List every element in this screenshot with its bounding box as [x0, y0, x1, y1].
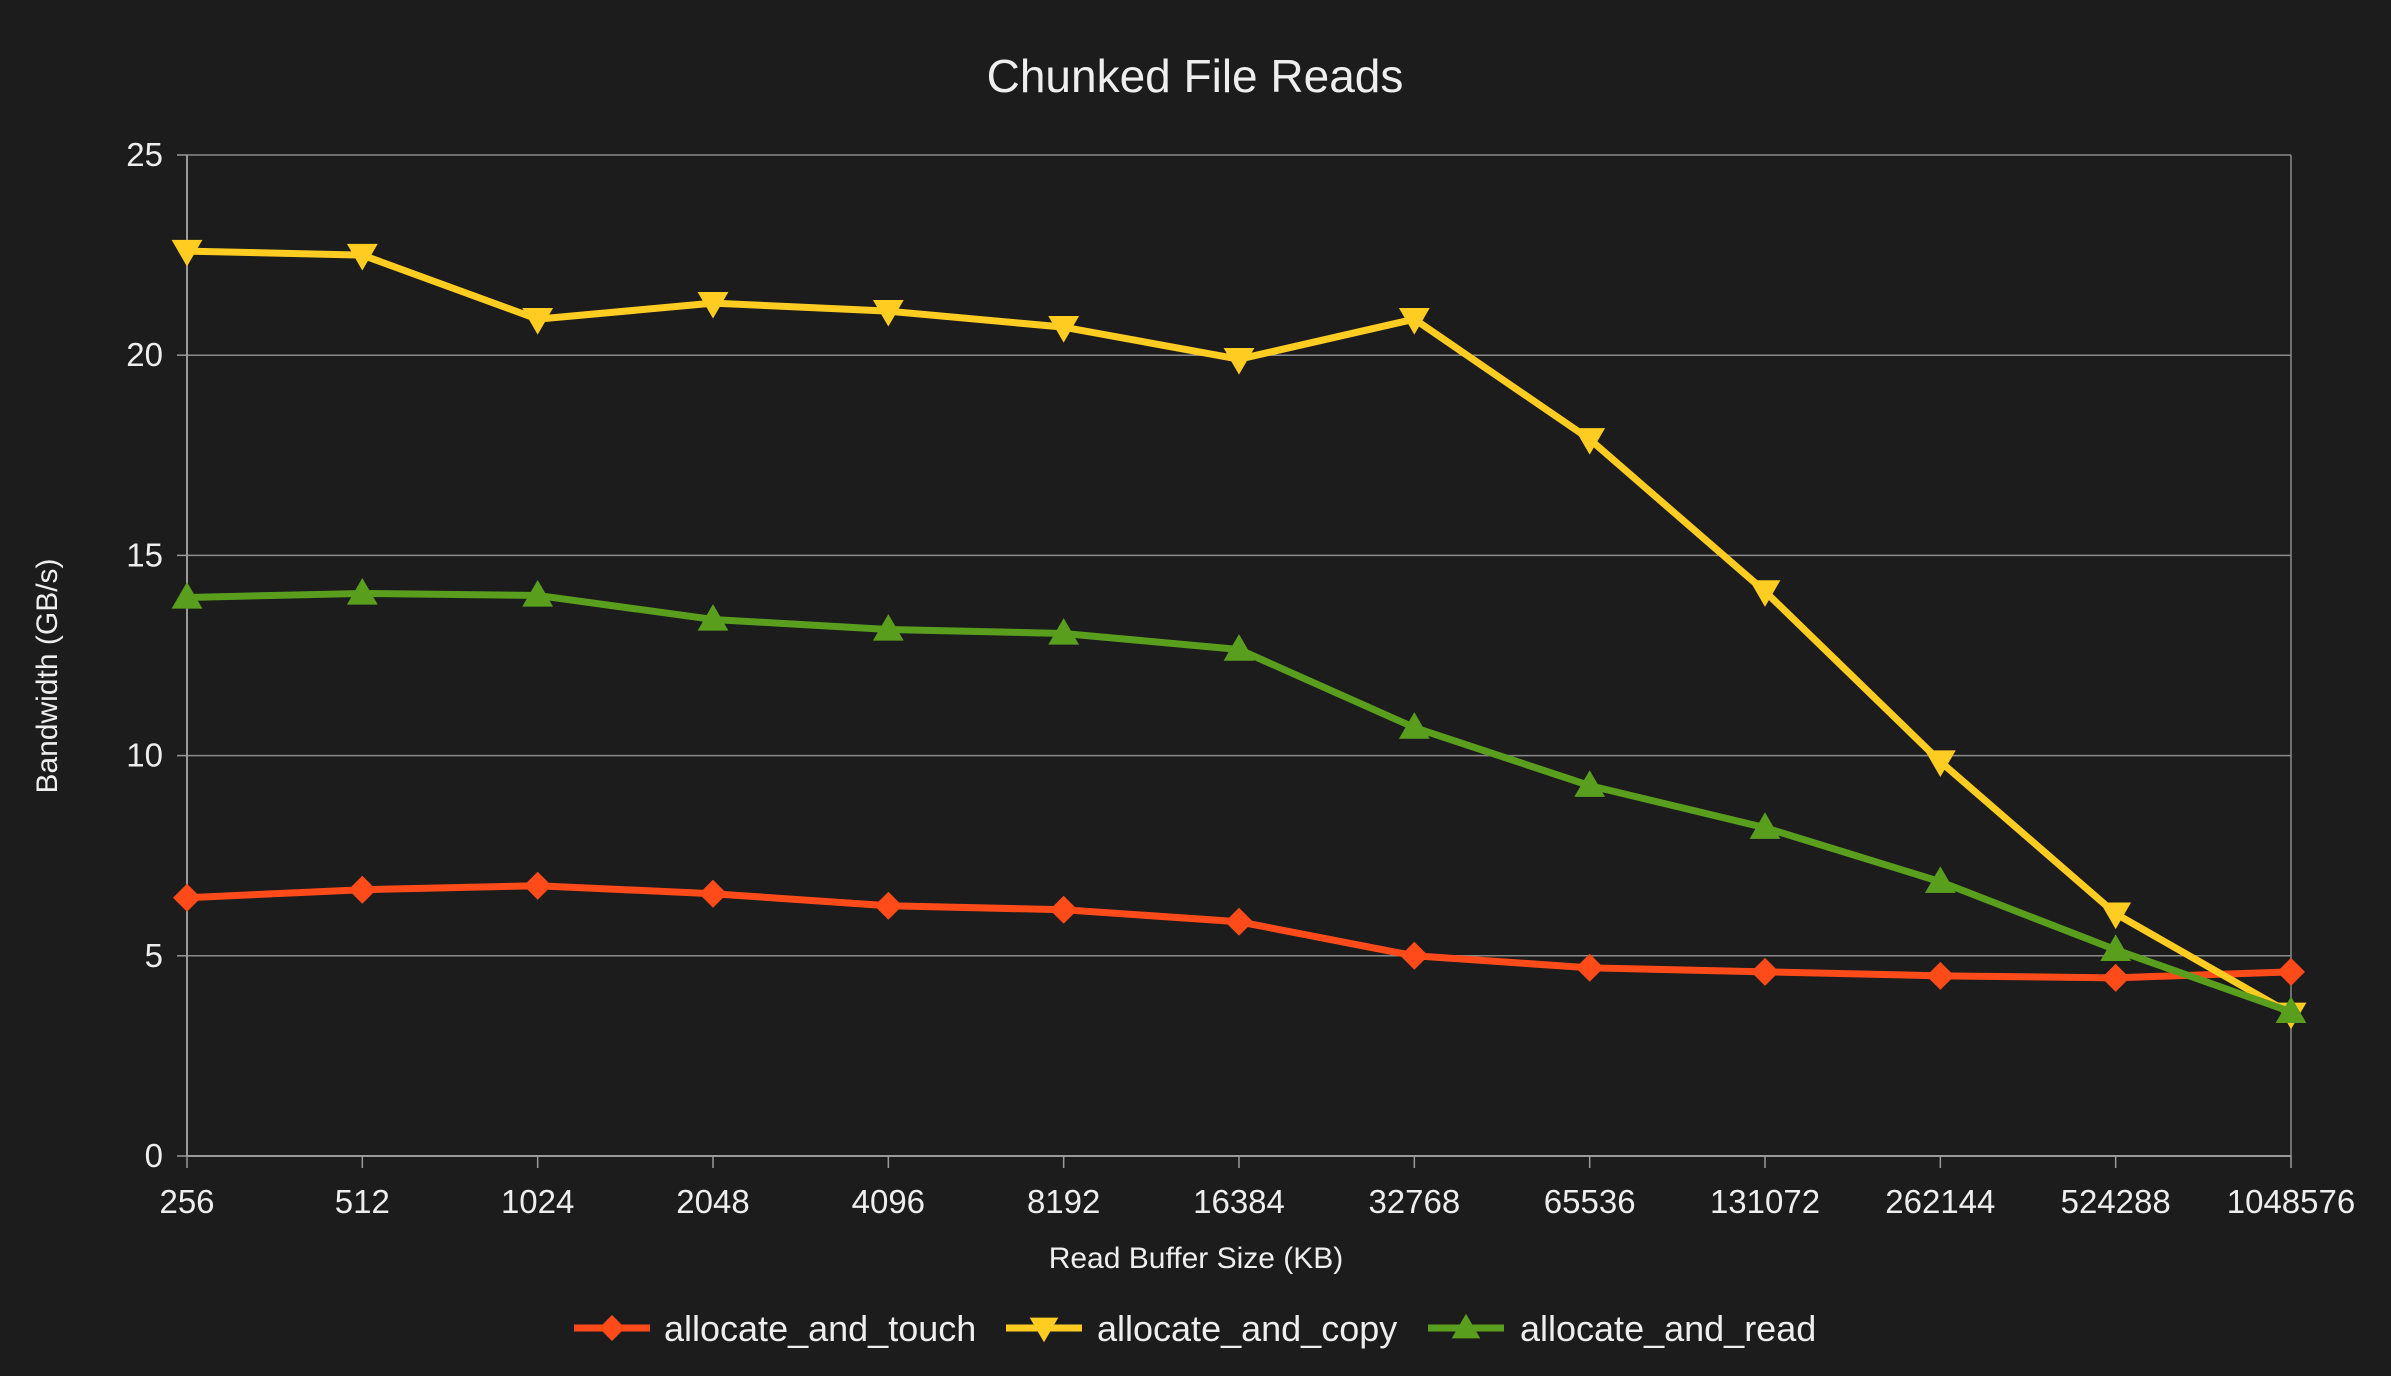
- y-tick-label: 5: [145, 937, 163, 974]
- y-tick-label: 20: [126, 336, 163, 373]
- series-allocate_and_touch: [173, 871, 2305, 992]
- x-tick-label: 524288: [2061, 1183, 2171, 1220]
- data-point-allocate_and_copy: [697, 291, 729, 319]
- x-tick-label: 1024: [501, 1183, 574, 1220]
- data-point-allocate_and_read: [872, 614, 904, 641]
- x-tick-label: 256: [159, 1183, 214, 1220]
- x-tick-label: 16384: [1193, 1183, 1285, 1220]
- data-point-allocate_and_read: [171, 582, 203, 609]
- x-tick-label: 65536: [1544, 1183, 1636, 1220]
- chart-title: Chunked File Reads: [987, 50, 1404, 102]
- data-point-allocate_and_touch: [1926, 961, 1955, 990]
- data-point-allocate_and_copy: [346, 243, 378, 271]
- x-tick-label: 8192: [1027, 1183, 1100, 1220]
- legend-item-allocate_and_copy: allocate_and_copy: [1006, 1308, 1397, 1349]
- data-point-allocate_and_read: [697, 604, 729, 631]
- data-point-allocate_and_copy: [872, 299, 904, 327]
- y-tick-label: 25: [126, 136, 163, 173]
- data-point-allocate_and_copy: [2100, 902, 2132, 930]
- axes: [177, 154, 2292, 1168]
- data-point-allocate_and_read: [1924, 866, 1956, 893]
- data-point-allocate_and_copy: [1048, 315, 1080, 343]
- data-point-allocate_and_read: [1048, 618, 1080, 645]
- data-point-allocate_and_touch: [874, 891, 903, 920]
- legend: allocate_and_touch allocate_and_copy alloc…: [574, 1308, 1816, 1349]
- x-tick-label: 512: [335, 1183, 390, 1220]
- data-point-allocate_and_touch: [1049, 895, 1078, 924]
- legend-label: allocate_and_touch: [664, 1308, 976, 1349]
- data-point-allocate_and_copy: [171, 239, 203, 267]
- data-point-allocate_and_copy: [1223, 348, 1255, 375]
- data-point-allocate_and_touch: [2101, 963, 2130, 992]
- x-tick-label: 1048576: [2227, 1183, 2355, 1220]
- x-tick-label: 131072: [1710, 1183, 1820, 1220]
- x-tick-label: 4096: [852, 1183, 925, 1220]
- x-tick-label: 32768: [1368, 1183, 1460, 1220]
- x-axis-title: Read Buffer Size (KB): [1049, 1242, 1344, 1275]
- data-point-allocate_and_read: [1749, 812, 1781, 839]
- y-tick-label: 15: [126, 536, 163, 573]
- data-point-allocate_and_read: [1398, 712, 1430, 739]
- legend-item-allocate_and_read: allocate_and_read: [1428, 1308, 1816, 1349]
- x-tick-labels: 256 512 1024 2048 4096 8192 16384 32768 65536 131…: [159, 1183, 2355, 1220]
- grid: [187, 154, 2292, 1156]
- x-tick-label: 262144: [1885, 1183, 1995, 1220]
- y-tick-labels: 0 5 10 15 20 25: [126, 136, 163, 1174]
- x-tick-label: 2048: [676, 1183, 749, 1220]
- y-tick-label: 0: [145, 1137, 163, 1174]
- data-point-allocate_and_touch: [173, 883, 201, 912]
- legend-swatch-marker: [1029, 1317, 1059, 1343]
- data-point-allocate_and_read: [522, 580, 554, 607]
- data-point-allocate_and_copy: [1398, 307, 1430, 335]
- data-point-allocate_and_read: [1574, 770, 1606, 797]
- data-point-allocate_and_touch: [1575, 953, 1604, 982]
- y-axis-title: Bandwidth (GB/s): [31, 558, 64, 793]
- data-point-allocate_and_touch: [348, 875, 377, 904]
- data-point-allocate_and_read: [346, 578, 378, 605]
- legend-label: allocate_and_copy: [1097, 1308, 1397, 1349]
- legend-swatch-marker: [599, 1315, 625, 1341]
- legend-label: allocate_and_read: [1520, 1308, 1816, 1349]
- data-point-allocate_and_touch: [2277, 957, 2305, 986]
- data-point-allocate_and_touch: [1225, 907, 1253, 936]
- data-point-allocate_and_copy: [1924, 750, 1956, 778]
- data-point-allocate_and_read: [1223, 634, 1255, 661]
- legend-item-allocate_and_touch: allocate_and_touch: [574, 1308, 976, 1349]
- data-point-allocate_and_touch: [1751, 957, 1779, 986]
- data-point-allocate_and_copy: [1749, 580, 1781, 607]
- legend-swatch-marker: [1451, 1313, 1481, 1339]
- data-point-allocate_and_touch: [523, 871, 552, 900]
- data-point-allocate_and_read: [2275, 996, 2307, 1024]
- data-point-allocate_and_touch: [1400, 941, 1429, 970]
- data-point-allocate_and_read: [2100, 934, 2132, 961]
- series-allocate_and_read: [171, 578, 2307, 1024]
- data-point-allocate_and_copy: [522, 307, 554, 335]
- y-tick-label: 10: [126, 737, 163, 774]
- data-point-allocate_and_copy: [1574, 428, 1606, 455]
- data-point-allocate_and_touch: [699, 879, 727, 908]
- series-group: [171, 239, 2307, 1030]
- series-allocate_and_copy: [171, 239, 2307, 1030]
